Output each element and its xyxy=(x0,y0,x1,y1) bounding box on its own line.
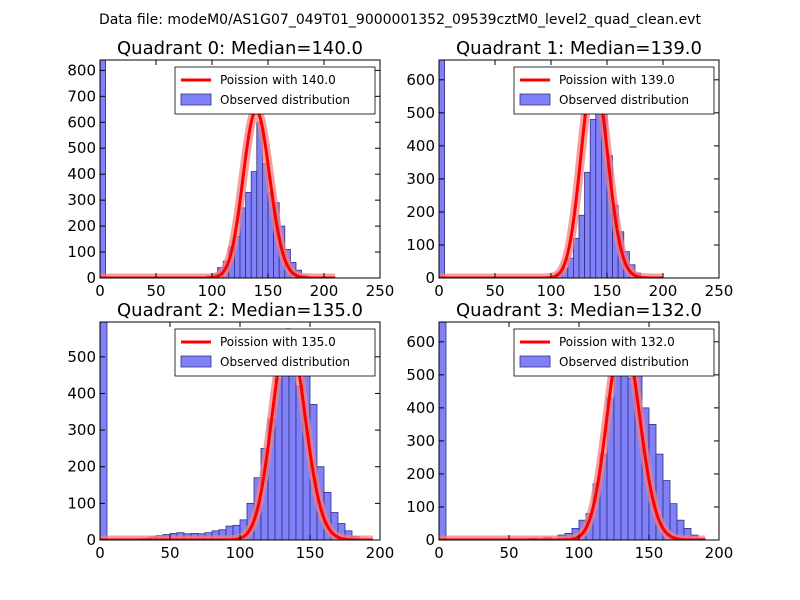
plot-frame xyxy=(99,59,381,279)
legend-poisson-label: Poission with 139.0 xyxy=(559,73,675,87)
poisson-curve xyxy=(100,330,374,540)
poisson-curve xyxy=(439,332,706,540)
x-tick-label: 0 xyxy=(95,282,105,300)
legend-observed-swatch xyxy=(519,355,551,368)
panel-title: Quadrant 3: Median=132.0 xyxy=(456,300,702,321)
y-tick-label: 400 xyxy=(67,384,96,402)
y-tick-label: 200 xyxy=(67,217,96,235)
legend-box xyxy=(513,66,715,115)
poisson-curve-group xyxy=(439,329,709,540)
x-tick-label: 150 xyxy=(593,282,622,300)
panel-0: 0 50 100 150 200 250 0 100 200 300 400 500 600 700 800… xyxy=(67,38,394,300)
y-tick-label: 0 xyxy=(425,531,435,549)
legend-poisson-label: Poission with 132.0 xyxy=(559,335,675,349)
x-tick-label: 250 xyxy=(366,282,395,300)
histogram-bar xyxy=(439,322,447,540)
legend-observed-label: Observed distribution xyxy=(559,93,689,107)
poisson-curve xyxy=(100,109,336,278)
legend-observed-swatch xyxy=(180,93,212,106)
x-tick-label: 100 xyxy=(565,544,594,562)
y-tick-label: 400 xyxy=(406,137,435,155)
panel-title: Quadrant 0: Median=140.0 xyxy=(117,38,363,59)
x-tick-label: 250 xyxy=(705,282,734,300)
legend-poisson-label: Poission with 135.0 xyxy=(220,335,336,349)
histogram-bar xyxy=(288,372,297,540)
legend-box xyxy=(513,328,715,377)
y-tick-label: 600 xyxy=(67,113,96,131)
y-tick-label: 0 xyxy=(86,269,96,287)
legend-box xyxy=(174,328,376,377)
panel-title: Quadrant 1: Median=139.0 xyxy=(456,38,702,59)
y-tick-label: 300 xyxy=(406,432,435,450)
y-tick-label: 300 xyxy=(67,191,96,209)
y-tick-label: 600 xyxy=(406,333,435,351)
y-tick-label: 100 xyxy=(406,498,435,516)
x-tick-label: 0 xyxy=(434,544,444,562)
x-tick-label: 200 xyxy=(705,544,734,562)
x-tick-label: 200 xyxy=(310,282,339,300)
x-tick-label: 50 xyxy=(499,544,518,562)
legend-observed-label: Observed distribution xyxy=(220,355,350,369)
y-tick-label: 200 xyxy=(67,458,96,476)
x-tick-label: 200 xyxy=(649,282,678,300)
figure-suptitle: Data file: modeM0/AS1G07_049T01_90000013… xyxy=(99,12,701,28)
y-tick-label: 0 xyxy=(86,531,96,549)
y-tick-label: 0 xyxy=(425,269,435,287)
panel-title: Quadrant 2: Median=135.0 xyxy=(117,300,363,321)
legend-observed-label: Observed distribution xyxy=(559,355,689,369)
x-tick-label: 50 xyxy=(160,544,179,562)
histogram-bar xyxy=(620,364,629,540)
legend-observed-swatch xyxy=(519,93,551,106)
histogram-bar xyxy=(584,171,591,278)
x-tick-label: 0 xyxy=(95,544,105,562)
legend-poisson-label: Poission with 140.0 xyxy=(220,73,336,87)
histogram-bar xyxy=(245,191,252,278)
histogram-bar xyxy=(281,369,290,540)
x-tick-label: 50 xyxy=(146,282,165,300)
y-tick-label: 200 xyxy=(406,465,435,483)
histogram-bar xyxy=(439,60,445,278)
histogram-bar xyxy=(100,322,108,540)
histogram-bar xyxy=(250,171,258,278)
plot-frame xyxy=(438,59,720,279)
legend-observed-label: Observed distribution xyxy=(220,93,350,107)
histogram-bar xyxy=(578,214,585,278)
panel-3: 0 50 100 150 200 0 100 200 300 400 500 600 Quadrant … xyxy=(406,300,733,562)
y-tick-label: 500 xyxy=(406,104,435,122)
y-tick-label: 700 xyxy=(67,87,96,105)
x-tick-label: 100 xyxy=(198,282,227,300)
x-tick-label: 150 xyxy=(296,544,325,562)
y-tick-label: 200 xyxy=(406,203,435,221)
x-tick-label: 150 xyxy=(635,544,664,562)
y-tick-label: 800 xyxy=(67,61,96,79)
x-tick-label: 0 xyxy=(434,282,444,300)
y-tick-label: 600 xyxy=(406,71,435,89)
y-tick-label: 100 xyxy=(406,236,435,254)
legend-box xyxy=(174,66,376,115)
y-tick-label: 300 xyxy=(67,421,96,439)
panel-2: 0 50 100 150 200 0 100 200 300 400 500 Quadrant 2: … xyxy=(67,300,394,562)
histogram-bar xyxy=(100,60,106,278)
x-tick-label: 100 xyxy=(226,544,255,562)
x-tick-label: 100 xyxy=(537,282,566,300)
histogram-bar xyxy=(589,119,597,278)
panel-1: 0 50 100 150 200 250 0 100 200 300 400 500 600 Quadra… xyxy=(406,38,733,300)
poisson-curve-group xyxy=(100,327,377,540)
x-tick-label: 200 xyxy=(366,544,395,562)
y-tick-label: 100 xyxy=(67,243,96,261)
poisson-curve-group xyxy=(100,106,339,278)
x-tick-label: 150 xyxy=(254,282,283,300)
y-tick-label: 500 xyxy=(67,348,96,366)
x-tick-label: 50 xyxy=(485,282,504,300)
y-tick-label: 100 xyxy=(67,494,96,512)
y-tick-label: 500 xyxy=(406,366,435,384)
y-tick-label: 400 xyxy=(67,165,96,183)
y-tick-label: 300 xyxy=(406,170,435,188)
y-tick-label: 500 xyxy=(67,139,96,157)
y-tick-label: 400 xyxy=(406,399,435,417)
legend-observed-swatch xyxy=(180,355,212,368)
